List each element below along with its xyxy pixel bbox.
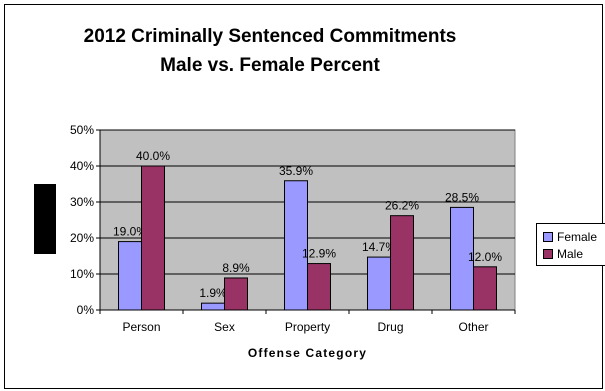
x-tick-label: Person — [122, 320, 160, 334]
chart-title-line-1: 2012 Criminally Sentenced Commitments — [83, 26, 457, 47]
bar-female — [450, 206, 474, 311]
legend-label-female: Female — [557, 230, 598, 244]
y-tick-label: 0% — [77, 303, 95, 317]
bar-male — [307, 263, 331, 311]
bar-male — [224, 277, 248, 311]
data-label-female: 14.7% — [362, 240, 396, 254]
data-label-male: 12.9% — [302, 247, 336, 261]
y-tick-label: 20% — [70, 231, 94, 245]
data-label-female: 35.9% — [279, 164, 313, 178]
bar-male — [390, 215, 414, 311]
bar-male — [141, 165, 165, 311]
y-tick-label: 40% — [70, 159, 94, 173]
chart-title: 2012 Criminally Sentenced Commitments Ma… — [0, 22, 540, 80]
x-tick-label: Sex — [214, 320, 235, 334]
legend-swatch-male — [543, 249, 553, 259]
bar-female — [284, 180, 308, 311]
x-tick-label: Other — [458, 320, 488, 334]
y-axis-label-block — [34, 184, 56, 254]
legend-item-female: Female — [543, 230, 597, 244]
x-axis-title: Offense Category — [248, 346, 367, 360]
legend: Female Male — [536, 223, 605, 266]
y-tick-label: 30% — [70, 195, 94, 209]
bar-male — [473, 266, 497, 311]
data-label-female: 28.5% — [445, 190, 479, 204]
data-label-male: 26.2% — [385, 199, 419, 213]
legend-swatch-female — [543, 232, 553, 242]
data-label-male: 8.9% — [222, 261, 250, 275]
data-label-male: 40.0% — [136, 149, 170, 163]
y-tick-label: 10% — [70, 267, 94, 281]
bar-female — [201, 302, 225, 311]
x-tick-label: Drug — [377, 320, 403, 334]
data-label-male: 12.0% — [468, 250, 502, 264]
data-label-female: 19.0% — [113, 225, 147, 239]
y-tick-label: 50% — [70, 123, 94, 137]
bar-female — [118, 241, 142, 311]
legend-label-male: Male — [557, 247, 584, 261]
chart-title-line-2: Male vs. Female Percent — [160, 55, 380, 76]
data-label-female: 1.9% — [199, 286, 227, 300]
bar-female — [367, 256, 391, 311]
x-tick-label: Property — [285, 320, 330, 334]
legend-item-male: Male — [543, 247, 583, 261]
